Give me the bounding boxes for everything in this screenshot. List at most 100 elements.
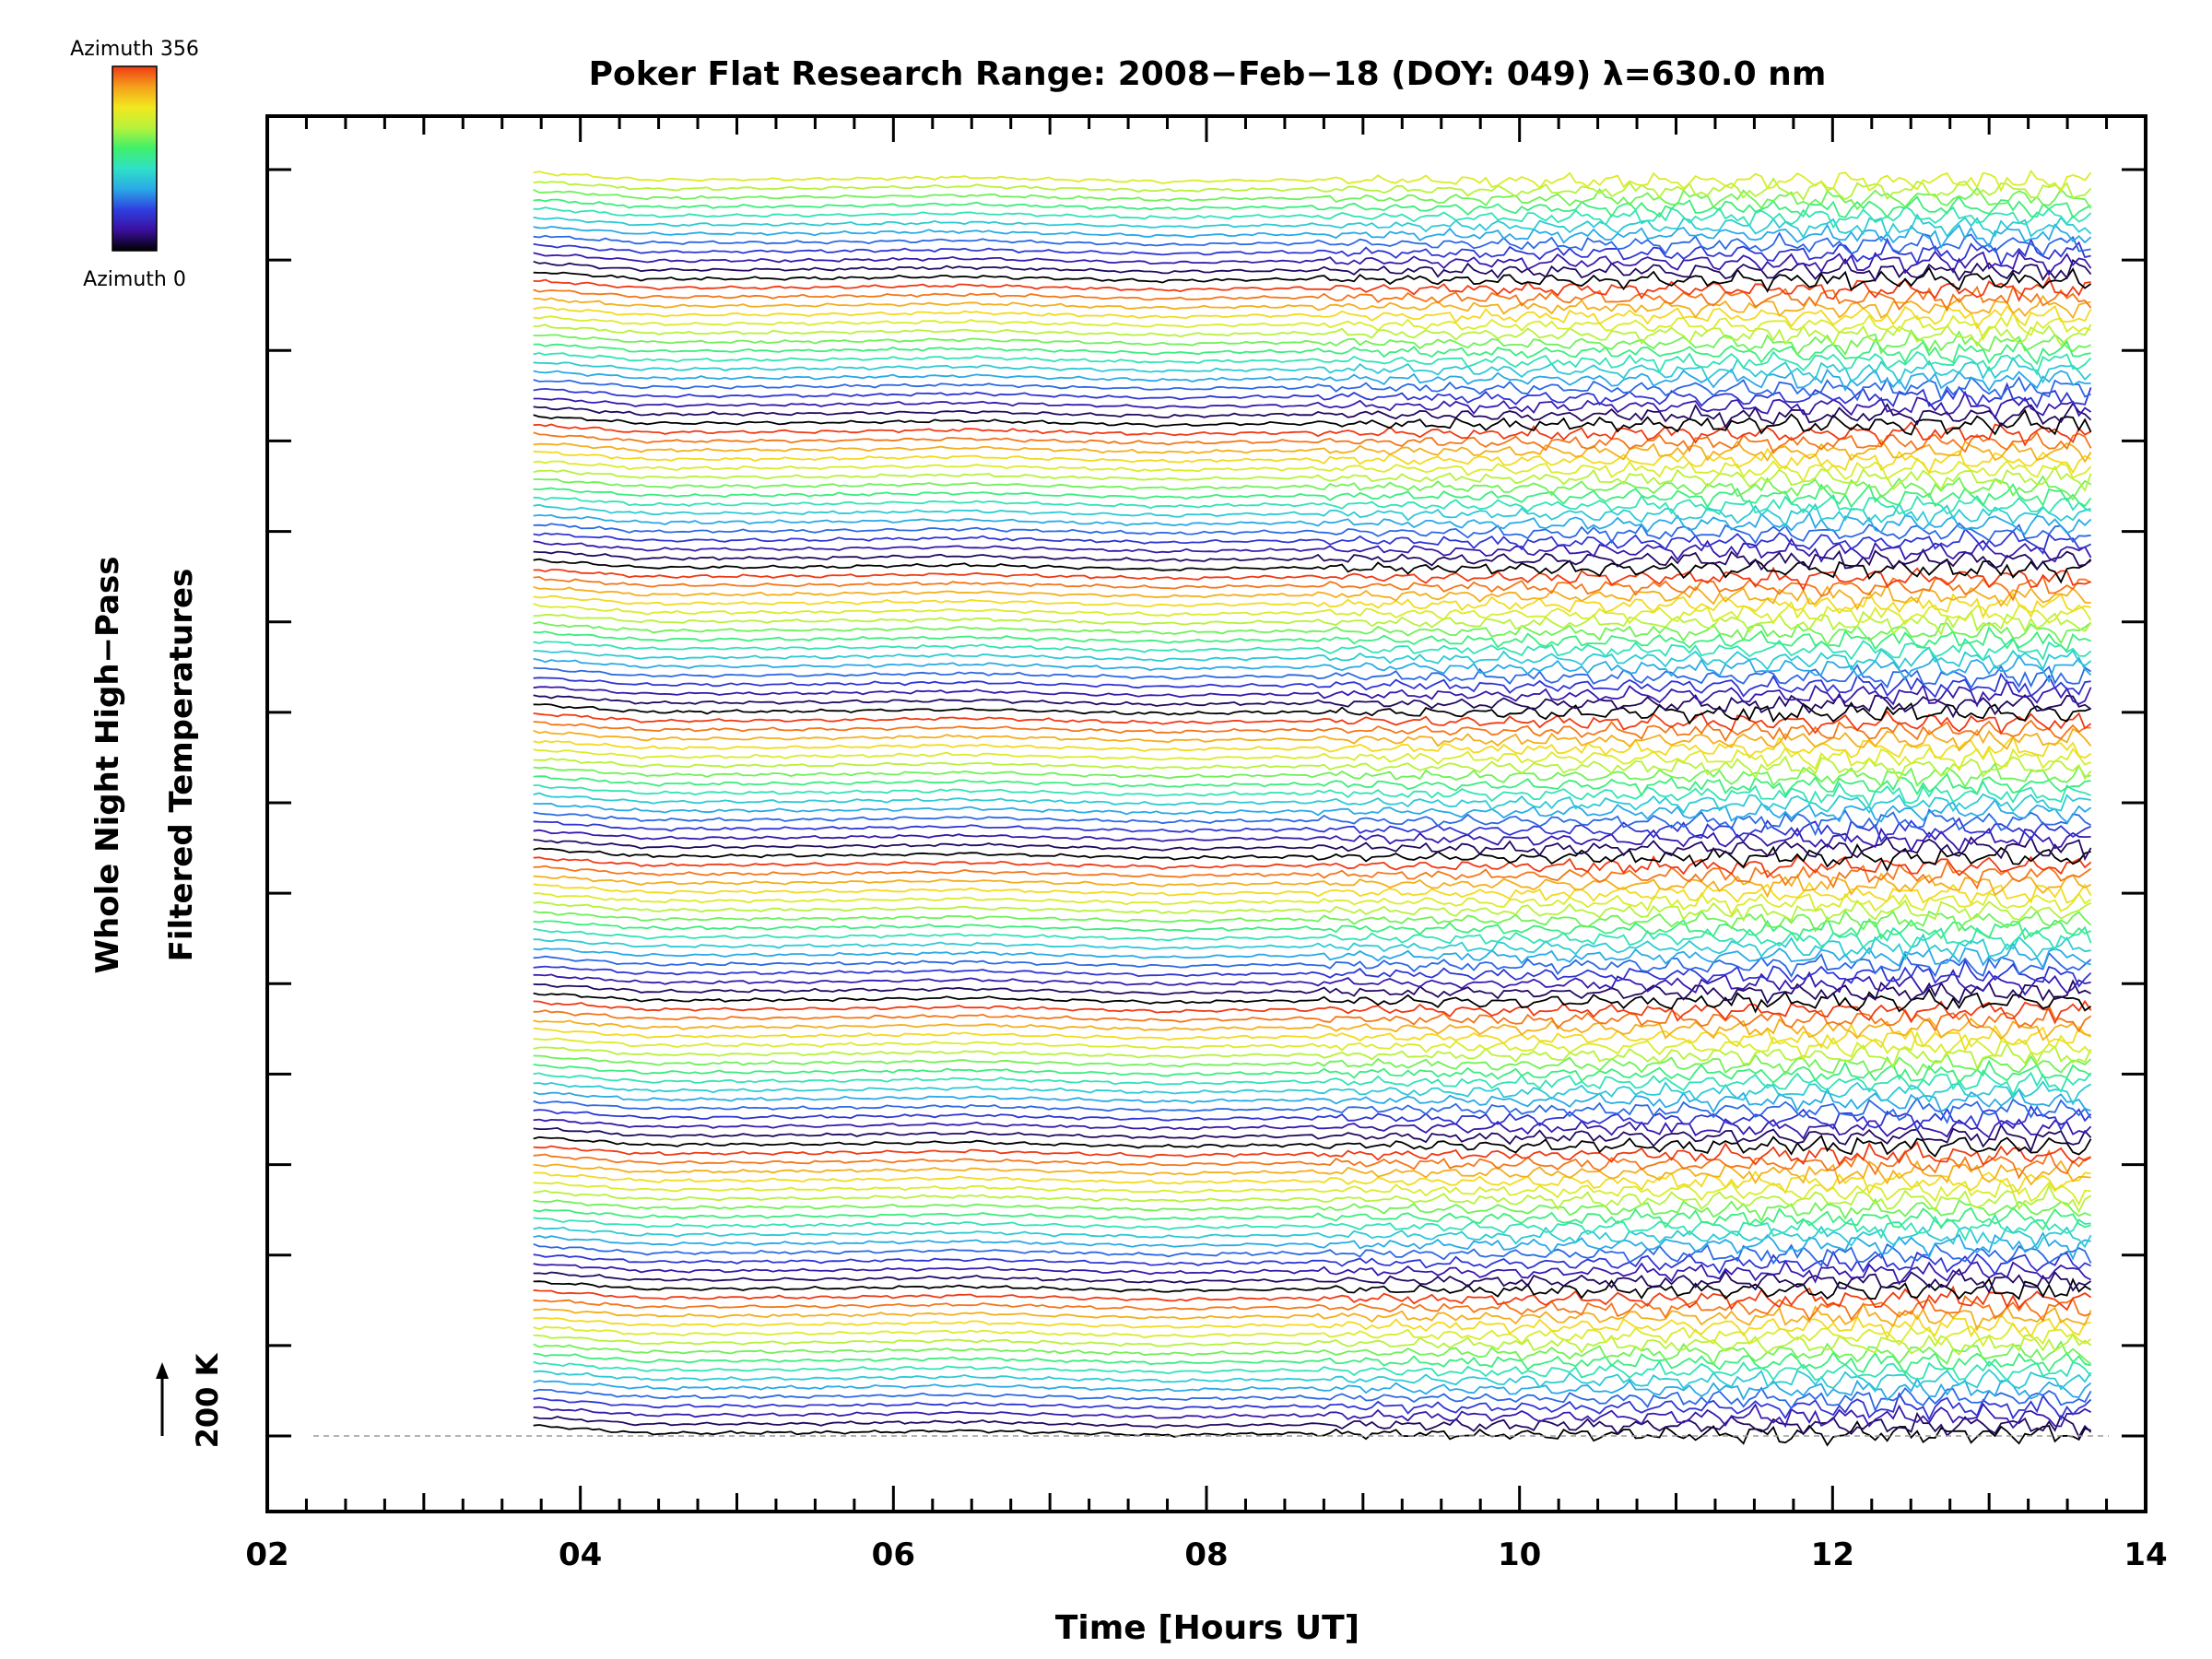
trace-line: [533, 1159, 2091, 1186]
trace-line: [533, 1183, 2092, 1214]
trace-line: [533, 547, 2092, 571]
trace-line: [533, 276, 2091, 302]
trace-line: [533, 881, 2092, 905]
x-tick-label: 12: [1811, 1536, 1854, 1573]
trace-line: [533, 925, 2092, 952]
scale-label: 200 K: [190, 1352, 225, 1448]
trace-line: [533, 761, 2091, 789]
trace-line: [533, 692, 2092, 719]
trace-line: [533, 483, 2092, 509]
trace-line: [533, 835, 2092, 862]
trace-line: [533, 285, 2092, 312]
trace-line: [533, 1004, 2092, 1033]
trace-line: [533, 421, 2092, 447]
trace-line: [533, 792, 2091, 815]
trace-line: [533, 537, 2092, 563]
trace-line: [533, 933, 2091, 961]
colorbar-bottom-label: Azimuth 0: [83, 268, 186, 291]
trace-line: [533, 1333, 2092, 1356]
trace-line: [533, 350, 2092, 376]
trace-line: [533, 1097, 2092, 1124]
trace-line: [533, 701, 2091, 725]
trace-line: [533, 1225, 2092, 1252]
trace-line: [533, 999, 2092, 1025]
trace-line: [533, 573, 2091, 602]
trace-line: [533, 653, 2092, 684]
trace-line: [533, 916, 2091, 943]
trace-line: [533, 356, 2092, 385]
trace-line: [533, 747, 2091, 772]
trace-line: [533, 223, 2092, 250]
trace-line: [533, 265, 2092, 293]
trace-line: [533, 438, 2092, 464]
trace-line: [533, 337, 2091, 366]
trace-line: [533, 1213, 2091, 1241]
trace-line: [533, 959, 2092, 988]
scale-indicator: 200 K: [156, 1352, 225, 1448]
trace-line: [533, 257, 2092, 283]
y-axis-label-line1: Whole Night High−Pass: [89, 557, 126, 974]
x-tick-label: 02: [245, 1536, 288, 1573]
trace-line: [533, 1285, 2092, 1312]
trace-line: [533, 1123, 2092, 1153]
trace-line: [533, 237, 2091, 267]
trace-line: [533, 1134, 2092, 1158]
trace-line: [533, 609, 2092, 636]
trace-line: [533, 1259, 2092, 1286]
trace-line: [533, 891, 2092, 916]
trace-line: [533, 311, 2091, 342]
trace-line: [533, 1206, 2091, 1231]
x-axis-label: Time [Hours UT]: [1055, 1609, 1359, 1647]
trace-line: [533, 294, 2091, 320]
trace-line: [533, 909, 2092, 933]
trace-line: [533, 979, 2091, 1006]
trace-line: [533, 1170, 2091, 1195]
trace-line: [533, 205, 2092, 229]
trace-line: [533, 195, 2092, 219]
trace-line: [533, 1392, 2092, 1421]
trace-line: [533, 1277, 2092, 1300]
trace-line: [533, 582, 2091, 611]
trace-line: [533, 430, 2092, 454]
trace-line: [533, 646, 2092, 672]
trace-line: [533, 860, 2092, 890]
trace-line: [533, 250, 2092, 276]
trace-line: [533, 368, 2091, 393]
trace-line: [533, 402, 2092, 429]
trace-line: [533, 772, 2091, 797]
trace-line: [533, 1295, 2091, 1323]
colorbar-top-label: Azimuth 356: [70, 38, 199, 61]
trace-line: [533, 969, 2091, 996]
trace-line: [533, 1041, 2092, 1070]
colorbar-gradient: [112, 65, 158, 252]
trace-line: [533, 1022, 2092, 1053]
trace-line: [533, 843, 2091, 873]
x-tick-label: 10: [1498, 1536, 1541, 1573]
temperature-traces: [533, 169, 2092, 1447]
trace-line: [533, 625, 2091, 653]
x-tick-labels: 02 04 06 08 10 12 14: [245, 1536, 2167, 1573]
trace-line: [533, 501, 2091, 529]
trace-line: [533, 1148, 2091, 1180]
trace-line: [533, 1242, 2092, 1267]
trace-line: [533, 1104, 2092, 1132]
trace-line: [533, 817, 2091, 843]
trace-line: [533, 1052, 2092, 1077]
trace-line: [533, 1340, 2092, 1366]
trace-line: [533, 213, 2092, 240]
trace-line: [533, 621, 2092, 647]
trace-line: [533, 169, 2092, 194]
trace-line: [533, 375, 2091, 402]
trace-line: [533, 527, 2092, 556]
trace-line: [533, 1386, 2092, 1413]
trace-line: [533, 1197, 2091, 1223]
trace-line: [533, 591, 2091, 619]
trace-line: [533, 735, 2092, 759]
trace-line: [533, 827, 2091, 853]
trace-line: [533, 600, 2092, 626]
trace-line: [533, 1377, 2092, 1402]
trace-line: [533, 1322, 2092, 1347]
trace-line: [533, 475, 2092, 501]
trace-line: [533, 1069, 2092, 1097]
